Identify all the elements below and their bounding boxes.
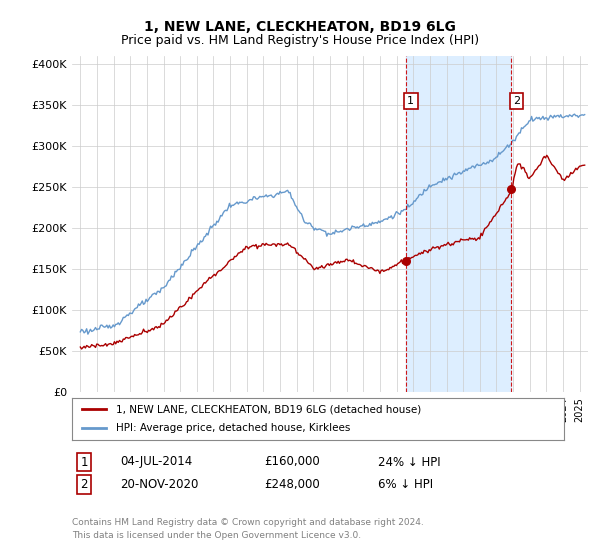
Text: 24% ↓ HPI: 24% ↓ HPI xyxy=(378,455,440,469)
Point xyxy=(401,256,410,265)
Text: 1: 1 xyxy=(407,96,414,106)
Point xyxy=(506,184,516,193)
Text: 1, NEW LANE, CLECKHEATON, BD19 6LG: 1, NEW LANE, CLECKHEATON, BD19 6LG xyxy=(144,20,456,34)
Text: 1: 1 xyxy=(80,455,88,469)
Text: 1, NEW LANE, CLECKHEATON, BD19 6LG (detached house): 1, NEW LANE, CLECKHEATON, BD19 6LG (deta… xyxy=(116,404,422,414)
Text: Contains HM Land Registry data © Crown copyright and database right 2024.
This d: Contains HM Land Registry data © Crown c… xyxy=(72,519,424,540)
Text: £160,000: £160,000 xyxy=(264,455,320,469)
Text: 2: 2 xyxy=(513,96,520,106)
Text: £248,000: £248,000 xyxy=(264,478,320,491)
Text: 2: 2 xyxy=(80,478,88,491)
Text: 04-JUL-2014: 04-JUL-2014 xyxy=(120,455,192,469)
Bar xyxy=(406,56,511,392)
Text: HPI: Average price, detached house, Kirklees: HPI: Average price, detached house, Kirk… xyxy=(116,423,350,433)
Text: Price paid vs. HM Land Registry's House Price Index (HPI): Price paid vs. HM Land Registry's House … xyxy=(121,34,479,46)
Text: 6% ↓ HPI: 6% ↓ HPI xyxy=(378,478,433,491)
Text: 20-NOV-2020: 20-NOV-2020 xyxy=(120,478,199,491)
